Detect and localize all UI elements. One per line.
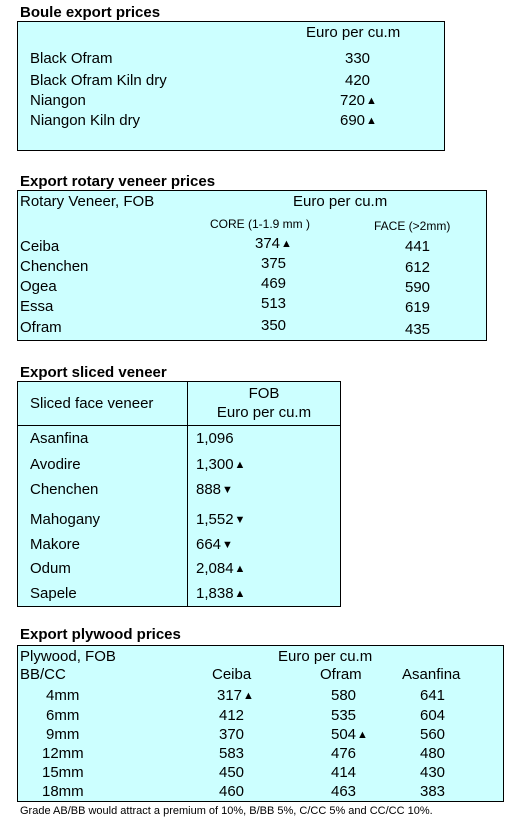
sliced-row-value: 1,096 [196,430,234,447]
boule-panel [17,21,445,151]
rotary-core-value: 513 [261,295,287,312]
plywood-row-size: 6mm [46,707,80,724]
sliced-header-label: Sliced face veneer [30,395,154,412]
sliced-row-value: 664▼ [196,536,233,553]
sliced-row-value: 1,838▲ [196,585,246,602]
plywood-col-ofram: Ofram [320,666,362,683]
plywood-ceiba-value: 583 [219,745,245,762]
sliced-row-value: 1,300▲ [196,456,246,473]
boule-row-value: 720▲ [340,92,377,109]
sliced-row-name: Avodire [30,456,81,473]
up-arrow-icon: ▲ [234,563,246,575]
sliced-panel [17,381,341,607]
up-arrow-icon: ▲ [366,115,377,127]
plywood-ofram-value: 476 [331,745,357,762]
boule-unit-header: Euro per cu.m [306,24,401,41]
up-arrow-icon: ▲ [357,729,368,741]
plywood-ceiba-value: 370 [219,726,245,743]
down-arrow-icon: ▼ [234,514,246,526]
sliced-row-value: 2,084▲ [196,560,246,577]
up-arrow-icon: ▲ [243,690,254,702]
sliced-row-value: 888▼ [196,481,233,498]
rotary-col-core: CORE (1-1.9 mm ) [210,217,311,231]
plywood-col-asanfina: Asanfina [402,666,461,683]
sliced-row-name: Chenchen [30,481,99,498]
up-arrow-icon: ▲ [234,459,246,471]
plywood-unit-header: Euro per cu.m [278,648,373,665]
down-arrow-icon: ▼ [222,484,233,496]
plywood-grade-label: BB/CC [20,666,66,683]
plywood-row-size: 18mm [42,783,84,800]
boule-row-name: Black Ofram Kiln dry [30,72,167,89]
boule-row-name: Black Ofram [30,50,113,67]
rotary-core-value: 350 [261,317,287,334]
plywood-asanfina-value: 383 [420,783,446,800]
rotary-face-value: 619 [405,299,431,316]
plywood-asanfina-value: 604 [420,707,446,724]
sliced-header-unit: Euro per cu.m [216,404,312,421]
plywood-row-size: 4mm [46,687,80,704]
plywood-asanfina-value: 560 [420,726,446,743]
rotary-core-value: 374▲ [255,235,292,252]
plywood-asanfina-value: 641 [420,687,446,704]
plywood-ofram-value: 535 [331,707,357,724]
boule-row-name: Niangon [30,92,86,109]
plywood-row-size: 15mm [42,764,84,781]
boule-row-value: 330 [345,50,371,67]
plywood-ceiba-value: 450 [219,764,245,781]
plywood-asanfina-value: 430 [420,764,446,781]
up-arrow-icon: ▲ [234,588,246,600]
rotary-core-value: 469 [261,275,287,292]
sliced-row-value: 1,552▼ [196,511,246,528]
up-arrow-icon: ▲ [366,95,377,107]
down-arrow-icon: ▼ [222,539,233,551]
sliced-row-name: Makore [30,536,81,553]
rotary-face-value: 612 [405,259,431,276]
sliced-row-name: Odum [30,560,71,577]
rotary-row-name: Essa [20,298,54,315]
plywood-ofram-value: 414 [331,764,357,781]
rotary-core-value: 375 [261,255,287,272]
sliced-column-divider [187,381,188,607]
rotary-row-name: Chenchen [20,258,89,275]
sliced-title: Export sliced veneer [20,364,167,381]
rotary-row-name: Ceiba [20,238,60,255]
sliced-row-name: Mahogany [30,511,101,528]
plywood-ceiba-value: 460 [219,783,245,800]
rotary-row-name: Ofram [20,319,62,336]
sliced-row-name: Sapele [30,585,77,602]
boule-row-value: 420 [345,72,371,89]
sliced-row-name: Asanfina [30,430,89,447]
rotary-col-face: FACE (>2mm) [374,219,451,233]
rotary-face-value: 590 [405,279,431,296]
plywood-grade-note: Grade AB/BB would attract a premium of 1… [20,805,433,817]
rotary-face-value: 435 [405,321,431,338]
up-arrow-icon: ▲ [281,238,292,250]
plywood-ofram-value: 504▲ [331,726,368,743]
plywood-row-size: 12mm [42,745,84,762]
boule-title: Boule export prices [20,4,161,21]
boule-row-name: Niangon Kiln dry [30,112,141,129]
boule-row-value: 690▲ [340,112,377,129]
rotary-title: Export rotary veneer prices [20,173,216,190]
plywood-ceiba-value: 412 [219,707,245,724]
rotary-panel [17,190,487,341]
plywood-title: Export plywood prices [20,626,181,643]
sliced-header-divider [17,425,341,426]
rotary-unit-header: Euro per cu.m [293,193,388,210]
plywood-row-size: 9mm [46,726,80,743]
plywood-ofram-value: 580 [331,687,357,704]
rotary-header-label: Rotary Veneer, FOB [20,193,155,210]
plywood-panel [17,645,504,802]
rotary-row-name: Ogea [20,278,57,295]
plywood-header-label: Plywood, FOB [20,648,116,665]
sliced-header-fob: FOB [248,385,280,402]
plywood-col-ceiba: Ceiba [212,666,252,683]
rotary-face-value: 441 [405,238,431,255]
plywood-ofram-value: 463 [331,783,357,800]
plywood-ceiba-value: 317▲ [217,687,254,704]
plywood-asanfina-value: 480 [420,745,446,762]
